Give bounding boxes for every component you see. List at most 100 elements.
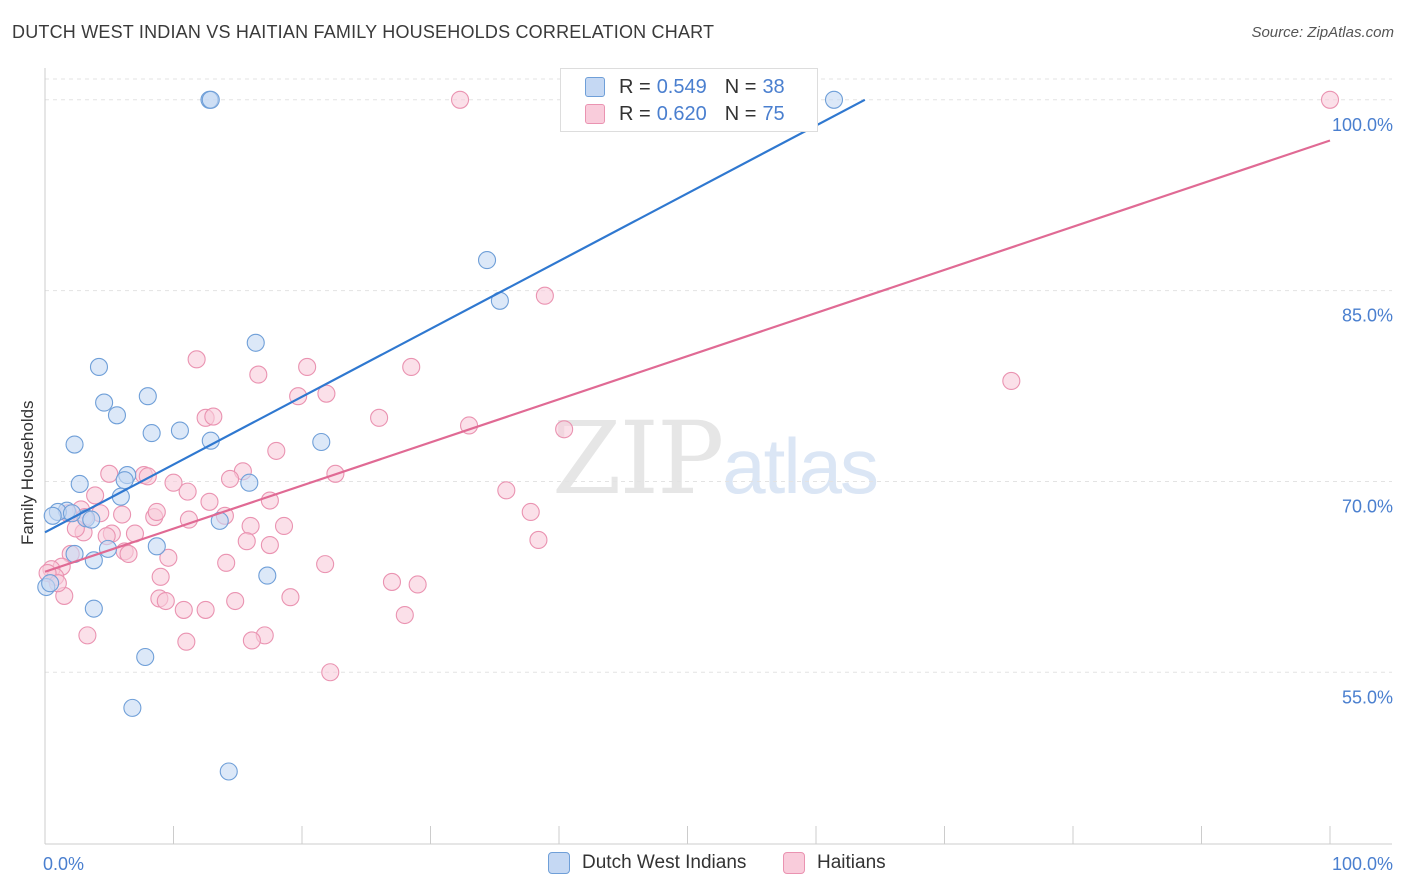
- haitians-point: [402, 357, 421, 377]
- dutch-west-indians-point: [89, 357, 109, 377]
- y-tick-label: 85.0%: [1342, 306, 1393, 326]
- haitians-point: [147, 502, 166, 522]
- haitians-trend-line: [44, 139, 1331, 573]
- trend-lines: [44, 98, 1331, 573]
- haitians-point: [1002, 371, 1021, 390]
- haitians-point: [395, 605, 414, 625]
- dutch-west-indians-point: [258, 566, 277, 585]
- haitians-point: [156, 591, 175, 611]
- dutch-west-indians-point: [219, 762, 238, 781]
- legend-row-haitians: R = 0.620 N = 75: [585, 102, 785, 126]
- haitians-point: [274, 516, 294, 536]
- haitians-point: [321, 663, 340, 682]
- haitians-point: [86, 486, 105, 505]
- haitians-point: [260, 535, 279, 555]
- dutch-west-indians-point: [70, 474, 89, 494]
- legend-swatch-blue: [585, 77, 605, 97]
- haitians-point: [370, 408, 389, 427]
- dutch-west-indians-point: [107, 406, 127, 425]
- haitians-point: [220, 469, 240, 488]
- x-tick-label: 100.0%: [1332, 854, 1393, 874]
- watermark-atlas: atlas: [722, 422, 879, 510]
- series-legend-haitians: Haitians: [783, 852, 886, 874]
- haitians-point: [204, 407, 223, 426]
- legend-swatch-pink: [585, 104, 605, 124]
- watermark-zip: ZIP: [552, 400, 724, 517]
- dutch-west-indians-point: [65, 435, 84, 454]
- series-legend-label: Haitians: [817, 852, 886, 873]
- dutch-west-indians-point: [477, 251, 497, 270]
- haitians-point: [249, 365, 268, 384]
- dutch-west-indians-point: [312, 432, 331, 452]
- dutch-west-indians-points: [37, 90, 844, 781]
- haitians-point: [451, 90, 470, 109]
- legend-row-dutch-west-indians: R = 0.549 N = 38: [585, 75, 785, 99]
- haitians-point: [177, 632, 196, 651]
- dutch-west-indians-point: [147, 537, 166, 556]
- haitians-point: [113, 505, 132, 524]
- tick-labels: 55.0% 70.0% 85.0% 100.0% 0.0% 100.0%: [43, 115, 1393, 874]
- dutch-west-indians-point: [142, 424, 161, 443]
- legend-r-value: 0.549: [656, 75, 707, 98]
- dutch-west-indians-point: [136, 647, 155, 667]
- haitians-point: [316, 555, 335, 574]
- haitians-points: [38, 90, 1340, 682]
- dutch-west-indians-point: [240, 473, 259, 492]
- haitians-point: [178, 482, 197, 501]
- dutch-west-indians-point: [824, 90, 844, 109]
- axes: [44, 68, 1392, 845]
- legend-r-label: R =: [619, 102, 651, 125]
- haitians-point: [174, 600, 193, 619]
- legend-n-value: 38: [762, 75, 785, 98]
- watermark: ZIPatlas: [552, 400, 879, 517]
- dutch-west-indians-point: [201, 90, 220, 109]
- legend-n-label: N =: [724, 102, 757, 125]
- y-tick-label: 55.0%: [1342, 687, 1393, 707]
- dutch-west-indians-point: [246, 333, 265, 352]
- y-tick-label: 70.0%: [1342, 496, 1393, 516]
- dutch-west-indians-point: [43, 506, 62, 525]
- haitians-point: [242, 631, 261, 650]
- haitians-point: [187, 350, 206, 369]
- haitians-point: [555, 420, 574, 439]
- haitians-point: [298, 357, 317, 377]
- legend-r-value: 0.620: [656, 102, 707, 125]
- haitians-point: [535, 286, 554, 305]
- haitians-point: [529, 530, 548, 550]
- dutch-west-indians-point: [41, 574, 60, 593]
- series-swatch-blue: [548, 852, 570, 874]
- haitians-point: [317, 384, 336, 403]
- haitians-point: [164, 473, 183, 492]
- dutch-west-indians-trend-line: [44, 98, 866, 534]
- haitians-point: [196, 600, 215, 619]
- haitians-point: [267, 441, 286, 460]
- y-tick-label: 100.0%: [1332, 115, 1393, 135]
- dutch-west-indians-point: [170, 421, 189, 440]
- series-swatch-pink: [783, 852, 805, 874]
- dutch-west-indians-point: [138, 387, 157, 406]
- haitians-point: [200, 492, 219, 511]
- x-tick-label: 0.0%: [43, 854, 84, 874]
- chart-title: DUTCH WEST INDIAN VS HAITIAN FAMILY HOUS…: [12, 22, 715, 42]
- haitians-point: [78, 626, 97, 645]
- haitians-point: [151, 567, 170, 586]
- legend-n-value: 75: [762, 102, 785, 125]
- grid-lines: [45, 78, 1392, 673]
- haitians-point: [408, 575, 427, 594]
- legend-n-label: N =: [724, 75, 757, 98]
- haitians-point: [497, 481, 516, 500]
- haitians-point: [226, 591, 245, 611]
- haitians-point: [260, 491, 279, 510]
- haitians-point: [100, 464, 119, 483]
- correlation-legend: R = 0.549 N = 38 R = 0.620 N = 75: [560, 68, 818, 132]
- source-note: Source: ZipAtlas.com: [1251, 24, 1394, 41]
- haitians-point: [217, 553, 236, 572]
- series-legend-dutch-west-indians: Dutch West Indians: [548, 852, 746, 874]
- haitians-point: [241, 516, 260, 536]
- haitians-point: [119, 544, 138, 564]
- dutch-west-indians-point: [123, 698, 142, 717]
- dutch-west-indians-point: [84, 599, 103, 618]
- haitians-point: [382, 572, 402, 591]
- haitians-point: [1320, 90, 1340, 109]
